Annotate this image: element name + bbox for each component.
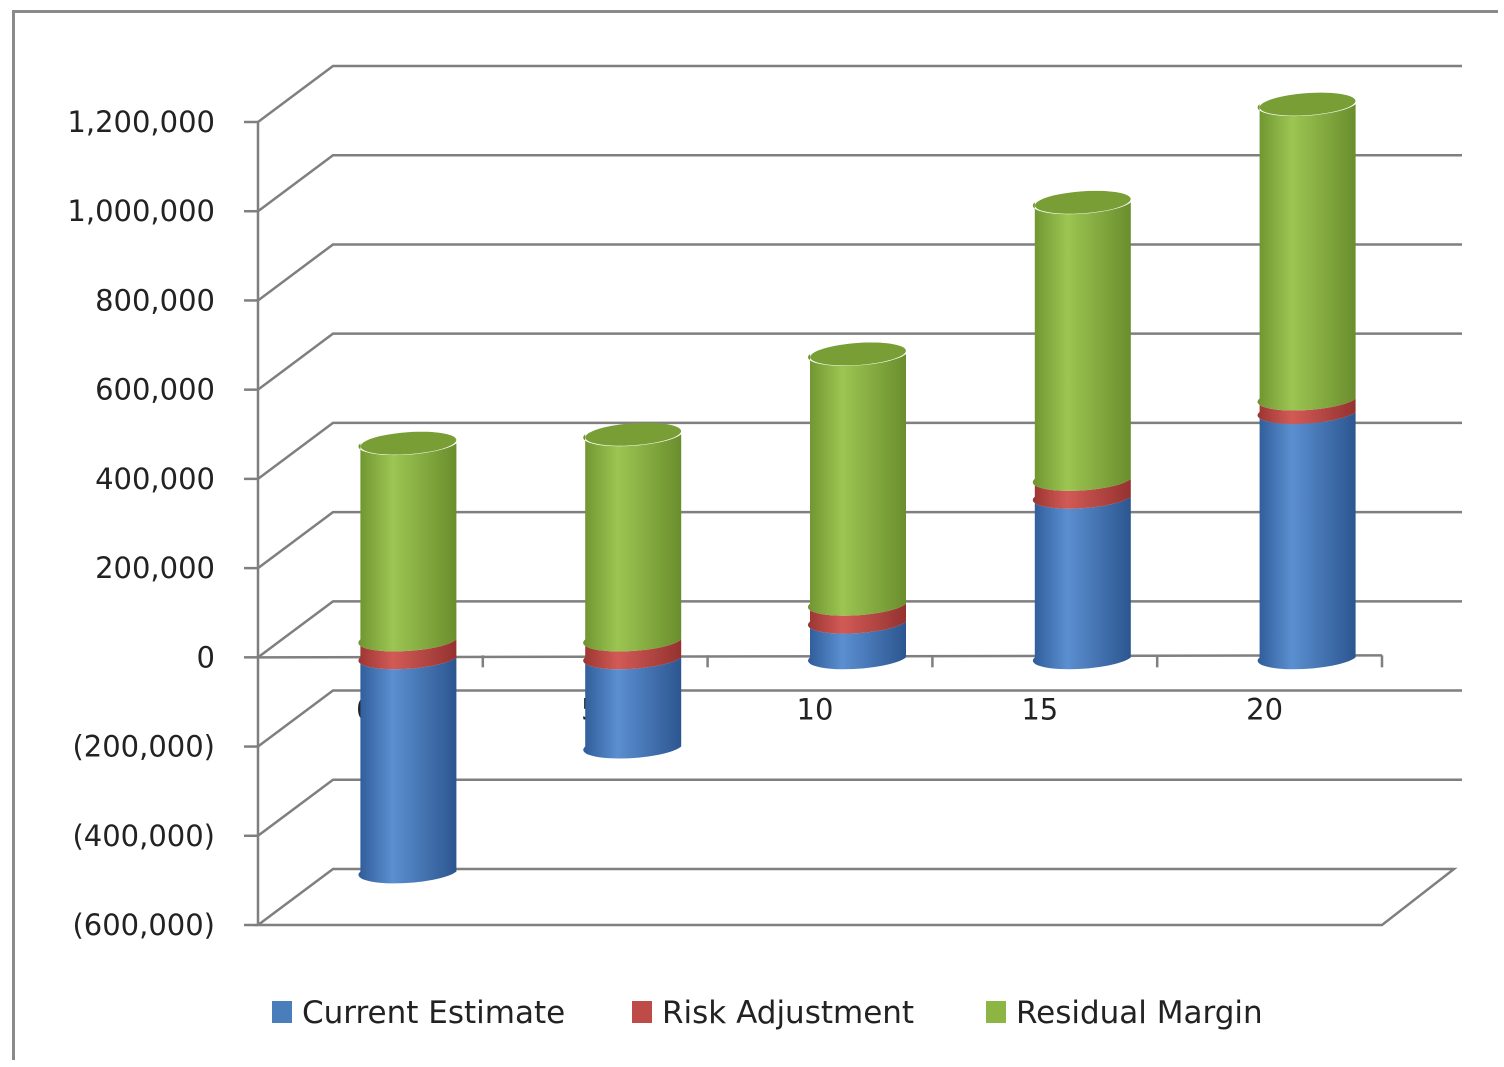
bar-stack [358, 431, 457, 884]
bar-segment-risk-adjustment [808, 603, 906, 634]
bar-segment-risk-adjustment [583, 639, 682, 670]
y-tick-label: (400,000) [72, 819, 215, 853]
bar-segment-residual-margin [358, 443, 457, 652]
gridline [257, 778, 1462, 837]
bar-segment-residual-margin [808, 353, 906, 616]
legend-swatch [632, 1001, 652, 1023]
y-tick-label: 600,000 [95, 373, 215, 407]
gridline [257, 64, 1462, 124]
x-tick-label: 10 [797, 692, 834, 726]
y-tick-label: 1,000,000 [67, 194, 215, 228]
legend-label: Risk Adjustment [662, 995, 914, 1031]
bar-segment-residual-margin [1032, 202, 1131, 491]
legend-label: Current Estimate [302, 995, 565, 1031]
gridline [257, 153, 1462, 213]
bar-stack [1257, 92, 1356, 670]
bar-segment-residual-margin [583, 434, 682, 652]
gridline [257, 689, 1462, 748]
bar-top-cap [1034, 190, 1131, 214]
bar-segment-current-estimate [1257, 411, 1356, 670]
legend-swatch [272, 1001, 292, 1023]
y-tick-label: 1,200,000 [67, 105, 215, 139]
x-tick-label: 20 [1246, 692, 1283, 726]
bar-segment-current-estimate [808, 621, 906, 670]
y-axis-labels: 1,200,000 1,000,000 800,000 600,000 400,000 2… [67, 105, 215, 942]
bar-segment-current-estimate [1032, 496, 1131, 670]
y-tick-label: 800,000 [95, 283, 215, 317]
bar-top-cap [585, 422, 682, 446]
bar-top-cap [360, 431, 457, 455]
y-tick-label: (200,000) [72, 730, 215, 764]
x-tick-label: 15 [1021, 692, 1058, 726]
bar-stack [808, 342, 906, 670]
bar-stack [583, 422, 682, 759]
bar-series [358, 92, 1356, 884]
bar-segment-current-estimate [583, 657, 682, 759]
y-tick-label: 200,000 [95, 551, 215, 585]
bar-segment-risk-adjustment [1032, 478, 1131, 509]
bar-stack [1032, 190, 1131, 670]
bar-segment-risk-adjustment [358, 639, 457, 670]
bar-top-cap [810, 342, 906, 366]
bar-segment-current-estimate [358, 657, 457, 884]
bar-segment-risk-adjustment [1257, 398, 1356, 424]
bar-top-cap [1259, 92, 1356, 116]
legend-swatch [986, 1001, 1006, 1023]
floor-plane [254, 867, 1458, 927]
legend: Current Estimate Risk Adjustment Residual … [272, 995, 1263, 1031]
legend-label: Residual Margin [1016, 995, 1263, 1031]
bar-segment-residual-margin [1257, 104, 1356, 411]
y-tick-label: (600,000) [72, 908, 215, 942]
y-tick-label: 0 [197, 640, 215, 674]
y-tick-label: 400,000 [95, 462, 215, 496]
chart-frame [12, 10, 1498, 1060]
